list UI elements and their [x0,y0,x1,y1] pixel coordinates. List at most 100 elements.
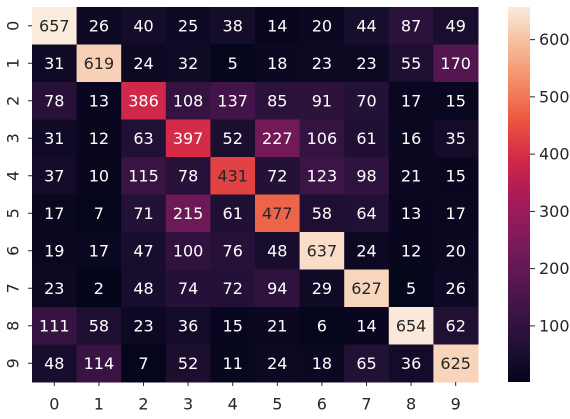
heatmap-cell [165,269,211,308]
cell-value-label: 72 [267,166,287,185]
y-tick-label: 7 [4,283,23,293]
cell-value-label: 94 [267,279,287,298]
heatmap-cell [210,82,256,120]
cell-value-label: 14 [267,16,287,35]
heatmap-cell [255,344,301,383]
y-tick-label: 3 [4,133,23,143]
cell-value-label: 21 [401,166,421,185]
cell-value-label: 52 [223,129,243,148]
cell-value-label: 36 [178,316,198,335]
x-tick-label: 8 [406,395,416,414]
heatmap-cell [76,82,122,120]
cell-value-label: 37 [44,166,64,185]
cell-value-label: 61 [356,129,376,148]
colorbar-tick-label: 600 [539,30,570,49]
heatmap-cell [165,194,211,233]
x-tick-label: 2 [138,395,148,414]
cell-value-label: 18 [267,54,287,73]
cell-value-label: 431 [217,166,248,185]
heatmap-cell [388,269,434,308]
y-tick-label: 4 [4,171,23,181]
heatmap-cell [32,44,78,83]
heatmap-cell [344,119,390,158]
heatmap-cell [388,119,434,158]
heatmap-cell [76,269,122,308]
heatmap-cell [388,44,434,83]
y-axis: 0 1 2 3 4 5 6 7 8 9 [4,21,32,368]
cell-value-label: 10 [89,166,109,185]
heatmap-cell [210,269,256,308]
heatmap-cell [32,157,78,195]
x-tick-label: 7 [361,395,371,414]
cell-value-label: 14 [356,316,376,335]
heatmap-cell [121,269,167,308]
colorbar-ticks: 100 200 300 400 500 600 [530,30,570,335]
cell-value-label: 58 [89,316,109,335]
cell-value-label: 6 [317,316,327,335]
heatmap-cell [388,307,434,345]
cell-value-label: 78 [178,166,198,185]
y-tick-label: 5 [4,208,23,218]
cell-value-label: 64 [356,204,376,223]
heatmap-cell [433,7,479,45]
heatmap-cell [210,344,256,383]
cell-value-label: 71 [133,204,153,223]
heatmap-cell [76,344,122,383]
heatmap-cell [165,7,211,45]
cell-value-label: 63 [133,129,153,148]
cell-value-label: 111 [39,316,70,335]
heatmap-cell [76,157,122,195]
heatmap-cell [433,119,479,158]
heatmap-cell [121,119,167,158]
heatmap-cell [32,269,78,308]
heatmap-cell [299,157,345,195]
heatmap-cell [76,232,122,270]
cell-value-label: 87 [401,16,421,35]
cell-value-label: 29 [312,279,332,298]
cell-value-label: 477 [262,204,293,223]
cell-value-label: 386 [128,91,159,110]
heatmap-cell [344,307,390,345]
cell-value-label: 114 [84,354,115,373]
cell-value-label: 76 [223,241,243,260]
heatmap-cell [299,307,345,345]
cell-value-label: 35 [446,129,466,148]
heatmap-cell [433,44,479,83]
cell-value-label: 58 [312,204,332,223]
heatmap-cell [210,157,256,195]
cell-value-label: 74 [178,279,198,298]
y-tick-label: 0 [4,21,23,31]
cell-value-label: 15 [446,91,466,110]
heatmap-cell [121,44,167,83]
cell-value-label: 17 [401,91,421,110]
cell-value-label: 91 [312,91,332,110]
heatmap-cell [433,232,479,270]
heatmap-cell [433,269,479,308]
cell-value-label: 619 [84,54,115,73]
heatmap-cell [76,119,122,158]
heatmap-cell [32,119,78,158]
cell-value-label: 7 [138,354,148,373]
cell-value-label: 20 [446,241,466,260]
heatmap-cell [255,194,301,233]
heatmap-cell [210,7,256,45]
x-tick-label: 4 [228,395,238,414]
cell-value-label: 52 [178,354,198,373]
cell-value-label: 48 [44,354,64,373]
heatmap-cell [344,344,390,383]
cell-value-label: 16 [401,129,421,148]
heatmap-cell [210,194,256,233]
heatmap-cell [76,307,122,345]
x-axis: 0 1 2 3 4 5 6 7 8 9 [49,382,461,414]
x-tick-label: 5 [272,395,282,414]
heatmap-cell [255,82,301,120]
cell-value-label: 12 [89,129,109,148]
cell-value-label: 32 [178,54,198,73]
cell-value-label: 26 [446,279,466,298]
heatmap-cell [388,7,434,45]
heatmap-cell [255,269,301,308]
cell-value-label: 24 [356,241,376,260]
heatmap-cell [388,157,434,195]
heatmap-cell [388,232,434,270]
heatmap-cell [210,44,256,83]
